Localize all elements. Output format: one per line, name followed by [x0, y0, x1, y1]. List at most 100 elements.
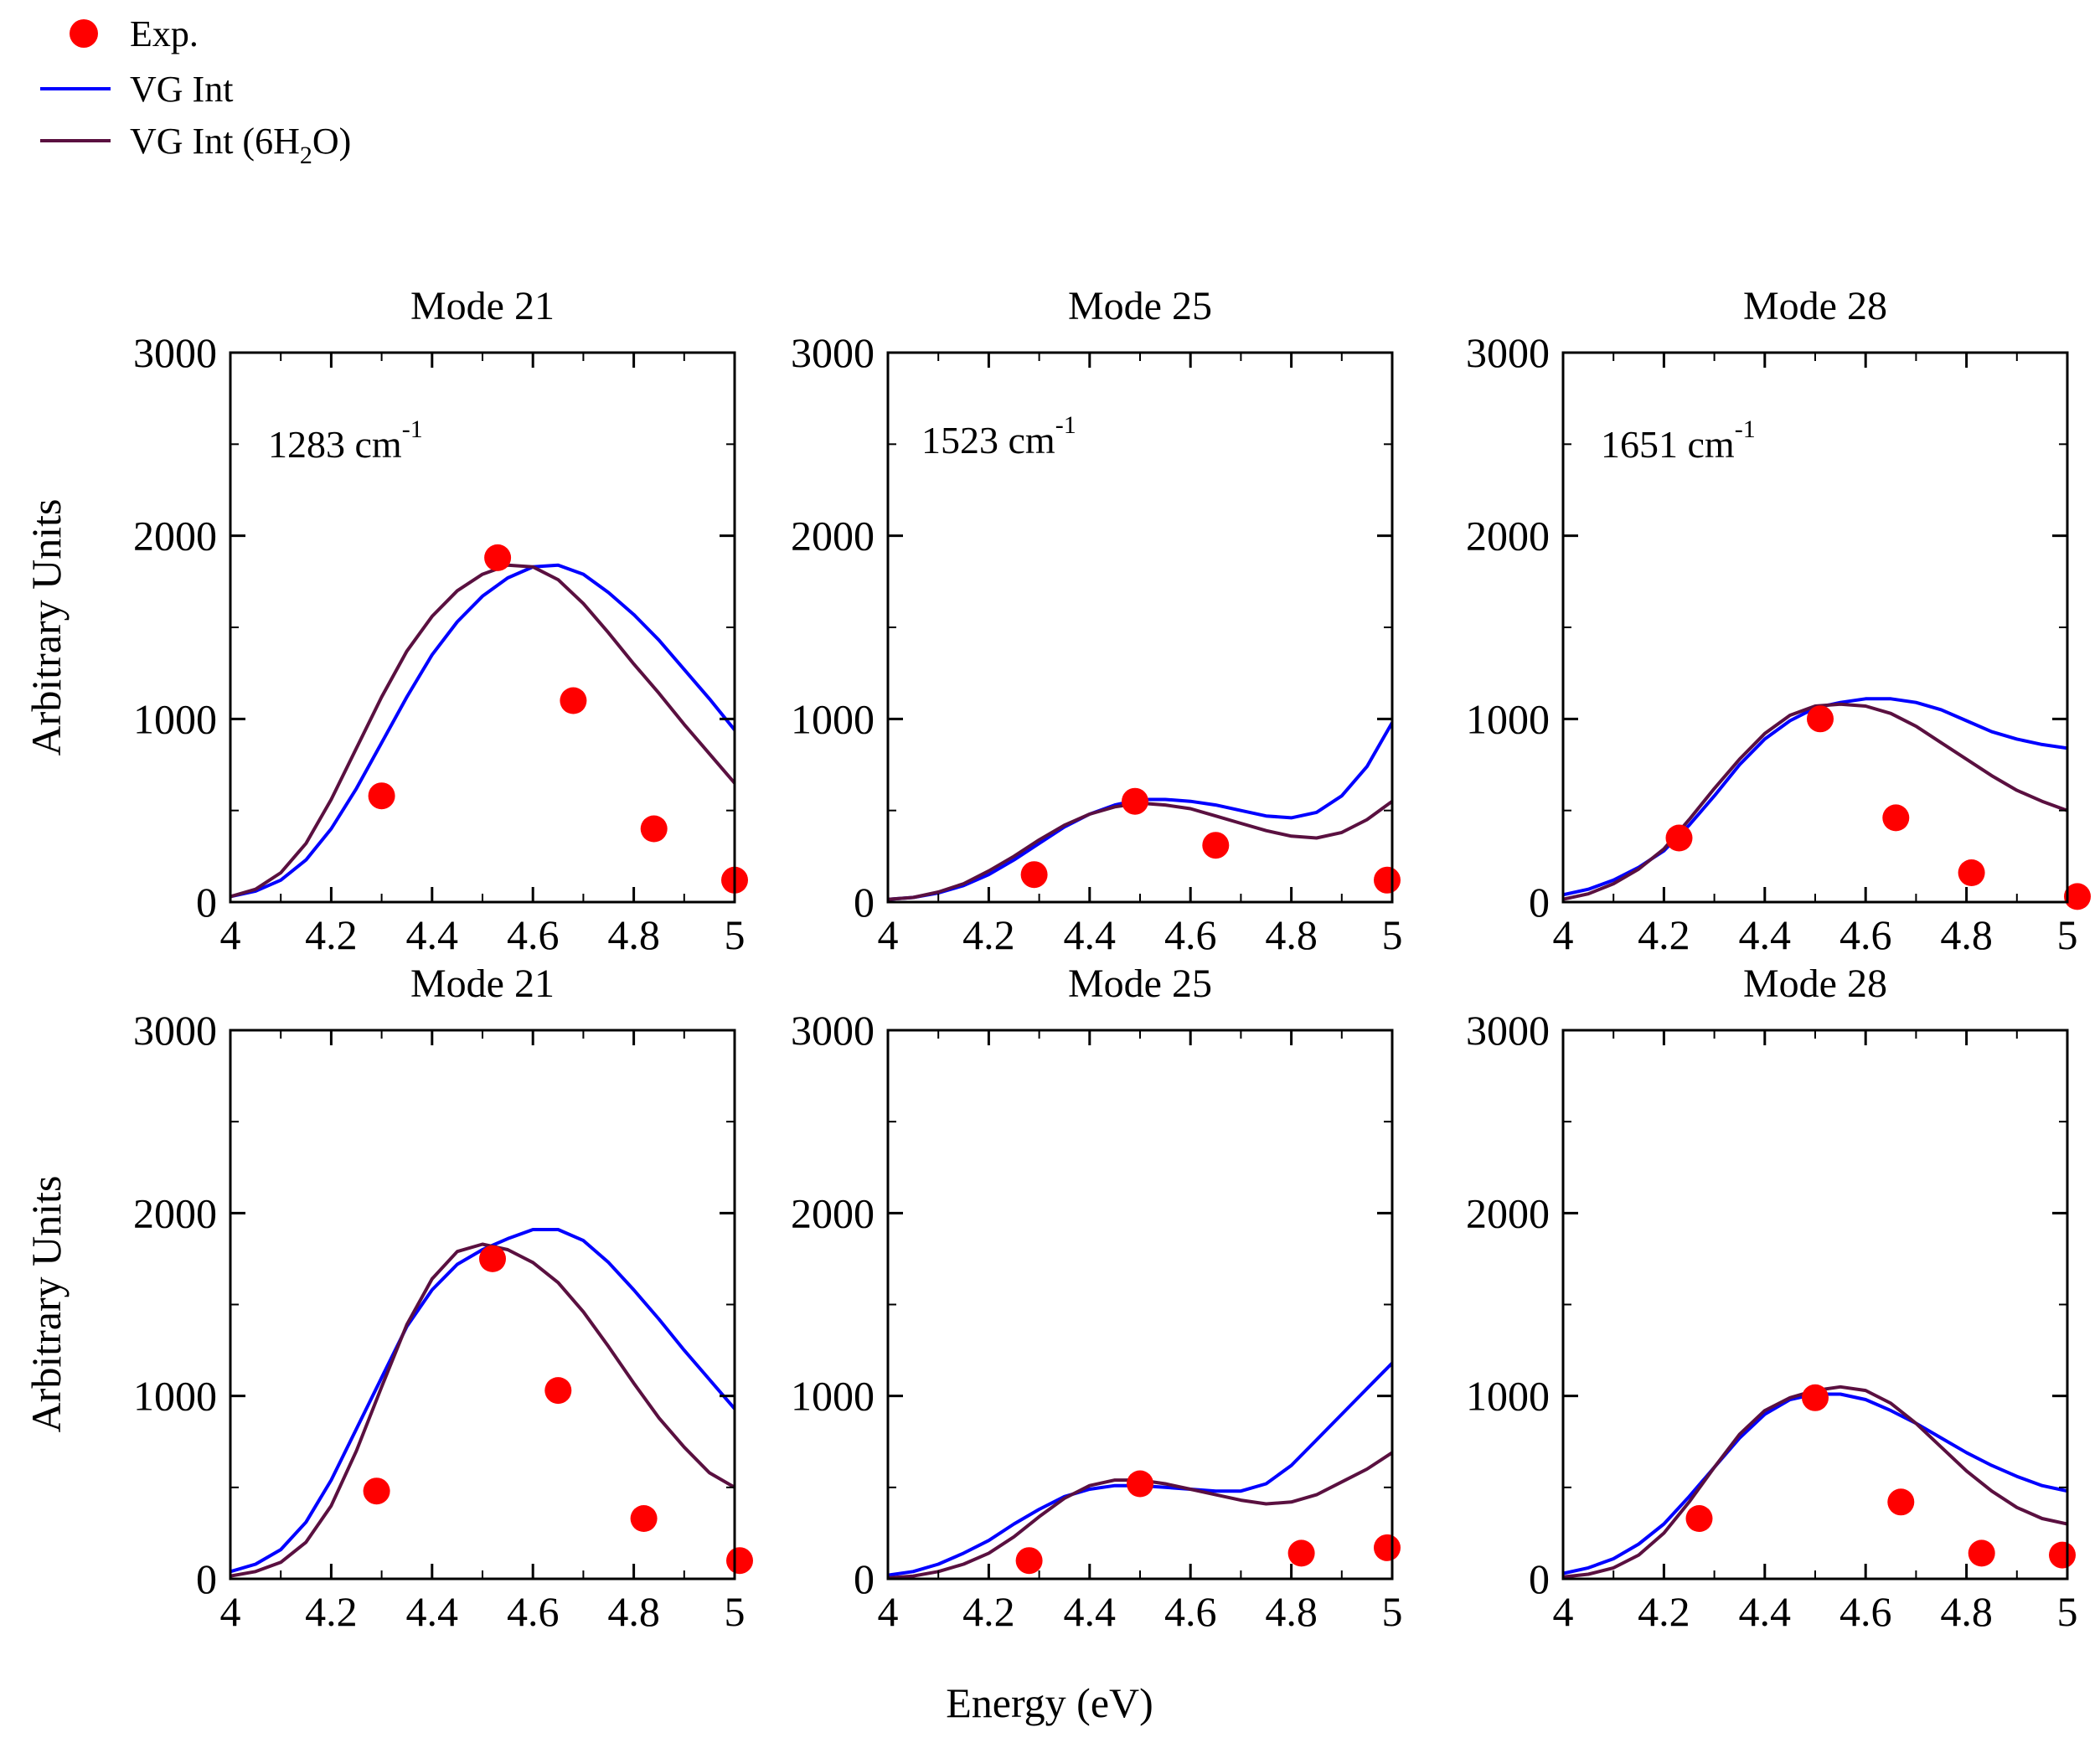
x-tick-label: 5 — [725, 911, 746, 958]
y-tick-label: 0 — [196, 879, 217, 926]
x-tick-label: 4.4 — [406, 911, 459, 958]
x-tick-label: 4.4 — [406, 1588, 459, 1635]
x-tick-label: 4 — [220, 1588, 241, 1635]
y-tick-label: 0 — [854, 1555, 875, 1602]
legend-label: VG Int — [130, 69, 233, 110]
y-tick-label: 1000 — [1466, 1373, 1550, 1420]
exp-point — [484, 544, 512, 571]
y-tick-label: 1000 — [1466, 695, 1550, 742]
x-tick-label: 4 — [878, 1588, 899, 1635]
x-tick-label: 4.2 — [305, 911, 358, 958]
x-tick-label: 4.6 — [1164, 1588, 1217, 1635]
exp-point — [1802, 1384, 1829, 1411]
series-line-vg-int — [888, 1361, 1392, 1577]
series-line-vg-int-6h2o — [230, 563, 735, 899]
legend-item: VG Int — [40, 69, 233, 110]
x-tick-label: 5 — [2057, 911, 2078, 958]
y-tick-label: 2000 — [791, 513, 875, 560]
panel-title: Mode 25 — [1068, 962, 1212, 1006]
exp-point — [726, 1547, 753, 1575]
x-tick-label: 4.2 — [1638, 911, 1690, 958]
y-tick-label: 3000 — [133, 1007, 217, 1054]
x-tick-label: 4 — [878, 911, 899, 958]
chart-panels: Mode 21 4 4.2 4.4 4.6 4.8 5 0 1000 2000 3000 1283 c… — [133, 284, 2091, 1635]
series-line-vg-int — [230, 1228, 735, 1574]
series-line-vg-int-6h2o — [888, 800, 1392, 901]
x-tick-label: 4.8 — [1940, 1588, 1993, 1635]
x-tick-label: 4 — [220, 911, 241, 958]
wavenumber-annotation: 1523 cm-1 — [921, 411, 1076, 462]
exp-point — [1015, 1547, 1043, 1575]
x-tick-label: 4.4 — [1064, 1588, 1117, 1635]
wavenumber-annotation: 1651 cm-1 — [1601, 415, 1756, 466]
legend-item: VG Int (6H2O) — [40, 121, 351, 169]
x-tick-label: 4 — [1553, 1588, 1574, 1635]
x-tick-label: 5 — [725, 1588, 746, 1635]
exp-point — [1374, 866, 1401, 894]
chart-panel-5: Mode 25 4 4.2 4.4 4.6 4.8 5 0 1000 2000 3000 — [791, 962, 1403, 1635]
y-tick-label: 2000 — [1466, 1189, 1550, 1236]
x-tick-label: 4.4 — [1064, 911, 1117, 958]
exp-point — [1807, 705, 1834, 733]
y-tick-label: 3000 — [791, 1007, 875, 1054]
chart-panel-6: Mode 28 4 4.2 4.4 4.6 4.8 5 0 1000 2000 3000 — [1466, 962, 2078, 1635]
x-tick-label: 4.4 — [1739, 911, 1792, 958]
exp-point — [368, 782, 395, 810]
panel-title: Mode 28 — [1743, 962, 1887, 1006]
x-tick-label: 4.6 — [507, 1588, 560, 1635]
panel-title: Mode 28 — [1743, 284, 1887, 328]
exp-point — [1968, 1539, 1995, 1567]
exp-point — [1287, 1539, 1315, 1567]
x-tick-label: 4.8 — [1265, 911, 1318, 958]
x-tick-label: 4.4 — [1739, 1588, 1792, 1635]
exp-point — [1020, 861, 1048, 889]
x-tick-label: 4.8 — [607, 1588, 660, 1635]
panel-title: Mode 21 — [410, 284, 555, 328]
legend-label: VG Int (6H2O) — [130, 121, 351, 169]
x-tick-label: 5 — [2057, 1588, 2078, 1635]
chart-panel-3: Mode 28 4 4.2 4.4 4.6 4.8 5 0 1000 2000 3000 1651 c… — [1466, 284, 2091, 958]
exp-point — [1882, 804, 1910, 832]
y-tick-label: 2000 — [133, 1189, 217, 1236]
x-tick-label: 4.8 — [607, 911, 660, 958]
x-tick-label: 4.2 — [962, 911, 1015, 958]
x-tick-label: 5 — [1382, 1588, 1403, 1635]
y-tick-label: 1000 — [791, 1373, 875, 1420]
exp-point — [2064, 883, 2091, 910]
chart-panel-4: Mode 21 4 4.2 4.4 4.6 4.8 5 0 1000 2000 3000 — [133, 962, 753, 1635]
exp-point — [1374, 1534, 1401, 1561]
axes-frame — [229, 1029, 736, 1581]
exp-point — [1127, 1470, 1153, 1498]
plot-area — [230, 1228, 735, 1578]
wavenumber-annotation: 1283 cm-1 — [268, 415, 423, 466]
exp-point — [1685, 1505, 1713, 1532]
legend-marker-exp — [70, 19, 98, 48]
exp-point — [1122, 787, 1148, 815]
x-tick-label: 4.8 — [1940, 911, 1993, 958]
y-tick-label: 3000 — [1466, 329, 1550, 376]
x-tick-label: 4.6 — [1839, 911, 1892, 958]
chart-panel-1: Mode 21 4 4.2 4.4 4.6 4.8 5 0 1000 2000 3000 1283 c… — [133, 284, 748, 958]
x-tick-label: 4.6 — [507, 911, 560, 958]
exp-point — [363, 1477, 390, 1505]
y-tick-label: 0 — [854, 879, 875, 926]
x-axis-label: Energy (eV) — [946, 1679, 1153, 1726]
y-tick-label: 3000 — [133, 329, 217, 376]
exp-point — [640, 815, 668, 843]
plot-area — [230, 563, 735, 899]
legend: Exp. VG Int VG Int (6H2O) — [40, 13, 351, 169]
exp-point — [1958, 859, 1985, 886]
x-tick-label: 5 — [1382, 911, 1403, 958]
y-tick-label: 1000 — [133, 1373, 217, 1420]
x-tick-label: 4.2 — [1638, 1588, 1690, 1635]
legend-item: Exp. — [70, 13, 199, 54]
x-tick-label: 4.6 — [1839, 1588, 1892, 1635]
exp-point — [544, 1377, 572, 1405]
panel-title: Mode 25 — [1068, 284, 1212, 328]
legend-label: Exp. — [130, 13, 199, 54]
x-tick-label: 4.2 — [962, 1588, 1015, 1635]
x-tick-label: 4.2 — [305, 1588, 358, 1635]
y-tick-label: 2000 — [133, 513, 217, 560]
panel-title: Mode 21 — [410, 962, 555, 1006]
